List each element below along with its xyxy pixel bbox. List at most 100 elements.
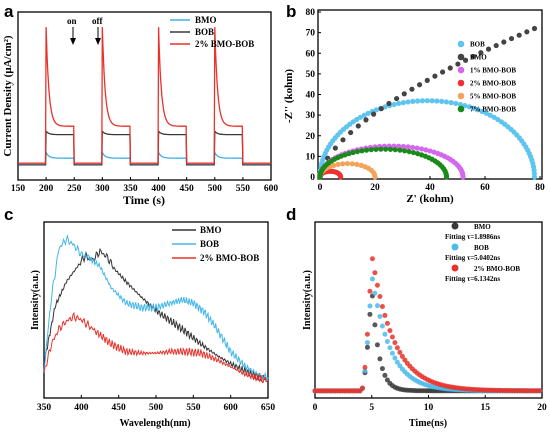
panel-c-xlabel: Wavelength(nm) [119, 418, 190, 429]
d-point [537, 388, 543, 394]
b-point [354, 161, 360, 168]
b-series-5 [317, 146, 450, 180]
a-series-1 [18, 129, 271, 166]
d-point [382, 331, 388, 337]
a-xtick-label: 400 [151, 184, 166, 194]
b-point [357, 114, 363, 120]
c-xtick-label: 400 [74, 403, 89, 413]
a-legend-label: BOB [195, 27, 214, 37]
d-point [362, 364, 368, 370]
a-xtick-label: 450 [180, 184, 195, 194]
a-xtick-label: 150 [11, 184, 26, 194]
b-ytick-label: 40 [306, 91, 316, 101]
b-point [378, 146, 384, 152]
panel-c: 350 400 450 500 550 600 650 Wavelength(nm) Int… [30, 221, 275, 429]
b-point [371, 111, 377, 117]
b-series-1 [317, 25, 538, 180]
b-point [479, 108, 485, 115]
b-point [453, 100, 459, 107]
b-legend-label: BMO [470, 54, 487, 62]
b-point [427, 148, 433, 154]
b-point [455, 61, 461, 67]
d-legend-label: BMO [474, 223, 491, 231]
b-point [410, 144, 416, 151]
b-point [466, 104, 473, 110]
d-point [367, 303, 373, 309]
b-point [429, 98, 435, 104]
d-point [364, 344, 370, 350]
b-ytick-label: 30 [306, 111, 316, 121]
b-xtick-label: 40 [425, 183, 435, 193]
b-point [406, 148, 412, 155]
b-point [361, 112, 367, 118]
panel-a-frame [17, 11, 272, 181]
d-legend-marker [451, 264, 459, 272]
b-legend-marker [457, 53, 465, 61]
b-legend-label: 7% BMO-BOB [470, 106, 516, 114]
d-point [392, 355, 398, 361]
d-point [374, 282, 380, 288]
d-point [377, 314, 383, 320]
b-point [487, 112, 493, 118]
b-xtick-label: 60 [480, 183, 490, 193]
d-point [369, 276, 375, 282]
c-series-0 [43, 247, 269, 382]
b-point [331, 162, 337, 168]
d-point [372, 322, 378, 328]
b-legend-label: BOB [470, 41, 485, 49]
a-xtick-label: 600 [264, 184, 279, 194]
panel-d-frame [314, 221, 543, 399]
b-point [392, 147, 398, 153]
a-legend-label: BMO [195, 15, 217, 25]
b-point [354, 148, 360, 155]
b-point [402, 148, 408, 154]
b-point [471, 105, 477, 111]
b-point [359, 148, 365, 154]
b-point [419, 98, 426, 104]
b-point [387, 146, 394, 152]
d-point [364, 331, 370, 337]
b-point [462, 102, 468, 109]
b-point [524, 29, 530, 35]
d-legend-fit: Fitting τ=5.0402ns [445, 254, 500, 262]
panel-c-ylabel: Intensity(a.u.) [30, 270, 41, 330]
b-ytick-label: 0 [310, 173, 315, 183]
d-point [387, 345, 393, 351]
b-point [363, 147, 370, 153]
panel-label-b: b [286, 2, 296, 21]
d-point [364, 340, 370, 346]
d-point [372, 290, 378, 296]
d-point [399, 353, 405, 359]
b-legend-marker [457, 40, 465, 48]
b-point [448, 100, 454, 106]
d-xtick-label: 5 [369, 403, 374, 413]
b-point [397, 147, 403, 153]
b-point [405, 99, 411, 105]
panel-a: 150 200 250 300 350 400 450 500 550 600 Time (s) … [2, 11, 279, 207]
d-point [374, 303, 380, 309]
panel-d: 0 5 10 15 20 Time(ns) Intensity(a.u.) BMO Fit… [302, 221, 547, 429]
d-xtick-label: 20 [537, 403, 547, 413]
d-point [379, 366, 385, 372]
b-point [501, 39, 507, 45]
d-point [384, 320, 390, 326]
b-point [462, 57, 469, 63]
b-point [338, 174, 344, 180]
d-point [394, 345, 400, 351]
d-point [389, 334, 395, 340]
b-point [483, 110, 489, 116]
a-xtick-label: 300 [95, 184, 110, 194]
d-point [379, 323, 385, 329]
b-legend-marker [457, 105, 465, 113]
b-point [415, 151, 421, 157]
d-point [359, 385, 365, 391]
d-point [394, 359, 400, 365]
b-point [405, 144, 411, 150]
panel-a-annot-on: on [67, 16, 77, 26]
d-point [397, 349, 403, 355]
b-point [470, 53, 476, 60]
b-point [363, 117, 369, 123]
c-legend-label: 2% BMO-BOB [200, 253, 259, 263]
d-point [382, 372, 388, 378]
b-ytick-label: 70 [306, 29, 316, 39]
